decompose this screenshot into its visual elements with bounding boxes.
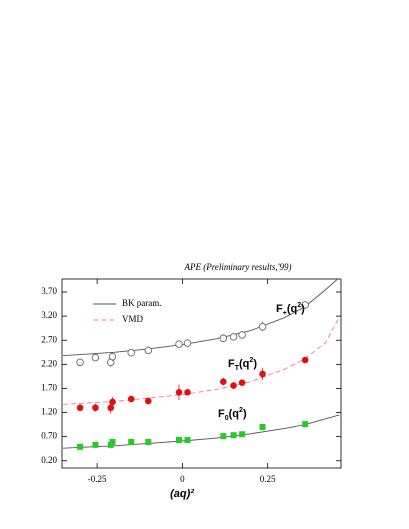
data-point xyxy=(219,334,228,343)
y-tick-label: 0.70 xyxy=(41,431,57,441)
legend-label: VMD xyxy=(122,314,144,324)
curve-label: F+(q2) xyxy=(276,302,305,317)
data-point xyxy=(230,382,237,389)
data-point xyxy=(108,352,117,361)
data-point xyxy=(77,443,84,450)
data-point xyxy=(259,424,266,431)
data-point xyxy=(128,438,135,445)
curve-label-part: 0 xyxy=(225,415,229,422)
data-point xyxy=(220,433,227,440)
data-point xyxy=(92,404,99,412)
y-tick-label: 1.20 xyxy=(41,407,57,417)
data-point xyxy=(238,331,246,339)
y-tick-label: 2.70 xyxy=(41,334,57,344)
chart-title: APE (Preliminary results,'99) xyxy=(184,262,292,272)
legend-label: BK param. xyxy=(122,298,162,308)
data-point xyxy=(145,438,152,445)
data-point xyxy=(259,370,266,378)
data-point xyxy=(229,333,238,341)
curve-label: F0(q2) xyxy=(218,407,247,422)
y-tick-label: 1.70 xyxy=(41,383,57,393)
x-tick-label: -0.25 xyxy=(88,474,107,484)
curve-label-part: T xyxy=(235,365,240,372)
data-point xyxy=(109,398,116,406)
y-tick-label: 3.70 xyxy=(41,286,57,296)
x-tick-label: 0.25 xyxy=(260,474,276,484)
data-point xyxy=(230,432,237,439)
fit-curve xyxy=(62,316,340,405)
curve-label-part: + xyxy=(283,310,287,317)
curve-label-part: (q xyxy=(239,358,249,370)
fit-curve xyxy=(63,414,340,449)
x-tick-label: 0 xyxy=(180,474,185,484)
curve-label-part: ) xyxy=(253,358,257,370)
curve-label: FT(q2) xyxy=(228,357,257,372)
plot-frame xyxy=(61,278,342,469)
data-point xyxy=(220,378,227,385)
curve-label-part: 2 xyxy=(297,302,301,309)
x-axis-label: (aq)² xyxy=(170,488,194,500)
data-point xyxy=(144,397,152,405)
data-point xyxy=(258,322,267,331)
y-tick-label: 3.20 xyxy=(41,310,57,320)
data-point xyxy=(302,421,309,428)
data-point xyxy=(175,389,183,396)
data-point xyxy=(127,349,135,357)
data-point xyxy=(76,358,84,367)
curve-label-part: F xyxy=(276,303,283,315)
curve-label-part: ) xyxy=(301,303,305,315)
data-point xyxy=(175,340,183,348)
curve-label-part: (q xyxy=(229,408,239,420)
data-point xyxy=(107,404,115,412)
data-point xyxy=(92,441,99,448)
data-point xyxy=(184,437,191,444)
curve-label-part: F xyxy=(228,358,235,370)
data-point xyxy=(239,431,246,438)
curve-label-part: (q xyxy=(287,303,297,315)
curve-label-part: F xyxy=(218,408,225,420)
fit-curve xyxy=(62,279,338,357)
data-point xyxy=(76,404,84,412)
data-point xyxy=(127,395,135,403)
data-point xyxy=(301,301,309,309)
y-tick-label: 0.20 xyxy=(41,455,57,465)
curve-label-part: 2 xyxy=(249,357,253,364)
curve-label-part: ) xyxy=(243,408,247,420)
data-point xyxy=(91,353,100,362)
data-point xyxy=(183,339,192,347)
curve-label-part: 2 xyxy=(239,407,243,414)
data-point xyxy=(144,346,153,355)
data-point xyxy=(175,437,182,444)
data-point xyxy=(184,389,191,396)
data-point xyxy=(109,438,116,445)
data-point xyxy=(238,379,246,386)
data-point xyxy=(301,356,309,364)
y-tick-label: 2.20 xyxy=(41,358,57,368)
